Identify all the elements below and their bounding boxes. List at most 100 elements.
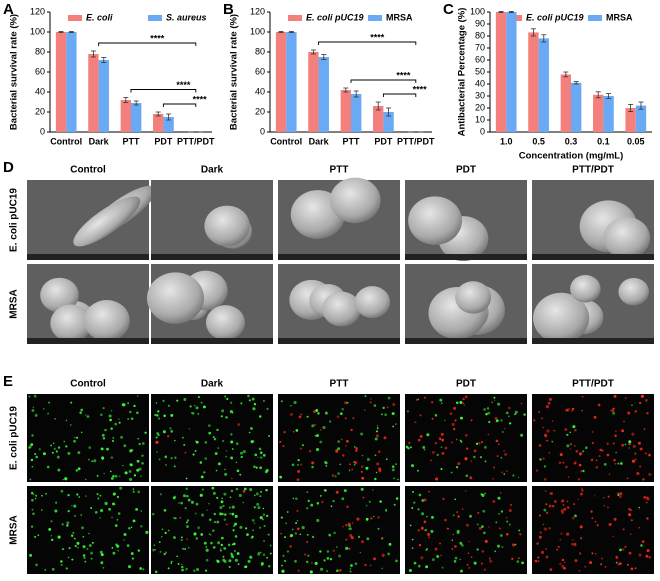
error-bar (563, 71, 569, 78)
bacterium-dot (163, 414, 166, 418)
bacterium-dot (595, 459, 598, 462)
bacterium-dot (67, 493, 70, 497)
bacterium-dot (185, 487, 188, 490)
bacterium-dot (501, 546, 504, 549)
bacterium-dot (473, 449, 477, 453)
bacterium-dot (151, 512, 155, 516)
bacterium-dot (542, 457, 545, 460)
bacterium-dot (230, 477, 233, 480)
bacterium-dot (211, 486, 215, 490)
bacterium-dot (255, 492, 259, 496)
bacterium-dot (133, 474, 137, 477)
bacterium-dot (142, 568, 145, 571)
bacterium-dot (539, 531, 542, 534)
x-tick-label: Control (50, 136, 82, 146)
bacterium-dot (154, 570, 158, 574)
bacterium-dot (537, 560, 540, 563)
bacterium-dot (478, 526, 482, 530)
bacterium-dot (141, 454, 144, 458)
x-axis-label: Concentration (mg/mL) (519, 151, 624, 162)
bacterium-dot (35, 455, 39, 459)
bacterium-dot (230, 440, 234, 444)
bacterium-dot (329, 420, 332, 423)
bacterium-dot (350, 536, 354, 540)
bacterium-dot (413, 501, 416, 504)
bacterium-dot (67, 556, 70, 559)
bacterium-dot (123, 539, 125, 541)
bacterium-dot (375, 430, 378, 433)
bacterium-dot (628, 447, 630, 449)
bacterium-dot (493, 396, 496, 399)
bacterium-dot (31, 498, 34, 502)
bacterium-dot (54, 418, 56, 420)
bacterium-dot (446, 527, 449, 530)
bacterium-dot (563, 507, 567, 511)
bacterium-dot (50, 520, 53, 523)
bacterium-dot (548, 526, 551, 530)
bacterium-dot (395, 463, 397, 465)
bacterium-dot (286, 550, 290, 553)
bacterium-dot (493, 466, 496, 469)
bacterium-dot (353, 464, 356, 466)
y-tick-label: 0 (40, 126, 45, 136)
bacterium-dot (387, 396, 391, 400)
bacterium-dot (337, 472, 340, 475)
bacterium-dot (182, 547, 185, 550)
bacterium-dot (140, 525, 143, 528)
bacterium-dot (571, 409, 574, 412)
bacterium-dot (407, 441, 411, 445)
bacterium-dot (348, 528, 350, 530)
x-tick-label: Dark (309, 136, 330, 146)
bacterium-dot (184, 548, 187, 550)
bacterium-dot (582, 469, 585, 473)
bacterium-dot (170, 457, 173, 460)
bacterium-dot (607, 506, 609, 509)
error-bar (310, 49, 316, 55)
bacterium-dot (570, 543, 574, 546)
bacterium-dot (545, 511, 549, 514)
bacterium-dot (254, 453, 258, 457)
bacterium-dot (61, 548, 65, 551)
bacterium-dot (296, 509, 299, 512)
cell (533, 292, 590, 344)
bacterium-dot (222, 555, 225, 558)
bacterium-dot (619, 548, 622, 552)
bacterium-dot (138, 442, 141, 446)
legend-swatch (368, 15, 382, 21)
bacterium-dot (164, 531, 167, 535)
bacterium-dot (444, 446, 448, 450)
bacterium-dot (297, 458, 300, 462)
bacterium-dot (192, 453, 195, 456)
bacterium-dot (266, 556, 268, 559)
scale-strip (151, 338, 273, 344)
bacterium-dot (328, 533, 332, 537)
bacterium-dot (128, 470, 132, 473)
bacterium-dot (416, 469, 419, 472)
bacterium-dot (170, 560, 173, 563)
x-tick-label: 0.5 (532, 136, 545, 146)
bacterium-dot (321, 500, 324, 504)
bacterium-dot (364, 563, 367, 567)
bacterium-dot (55, 501, 58, 504)
bacterium-dot (234, 514, 238, 518)
bacterium-dot (375, 471, 378, 474)
bacterium-dot (188, 427, 191, 430)
bacterium-dot (253, 522, 256, 525)
bacterium-dot (537, 556, 540, 559)
bacterium-dot (162, 430, 166, 434)
sem-image (27, 264, 149, 344)
bacterium-dot (381, 537, 383, 540)
fluorescence-image (405, 394, 527, 482)
bacterium-dot (444, 419, 446, 422)
bacterium-dot (467, 552, 470, 554)
bacterium-dot (603, 462, 607, 466)
bacterium-dot (621, 429, 625, 433)
bacterium-dot (187, 498, 191, 502)
bacterium-dot (483, 445, 487, 449)
bacterium-dot (339, 412, 343, 416)
bacterium-dot (615, 561, 618, 564)
bacterium-dot (597, 403, 601, 407)
y-tick-label: 70 (475, 42, 485, 52)
bacterium-dot (455, 438, 458, 441)
bacterium-dot (110, 409, 113, 412)
